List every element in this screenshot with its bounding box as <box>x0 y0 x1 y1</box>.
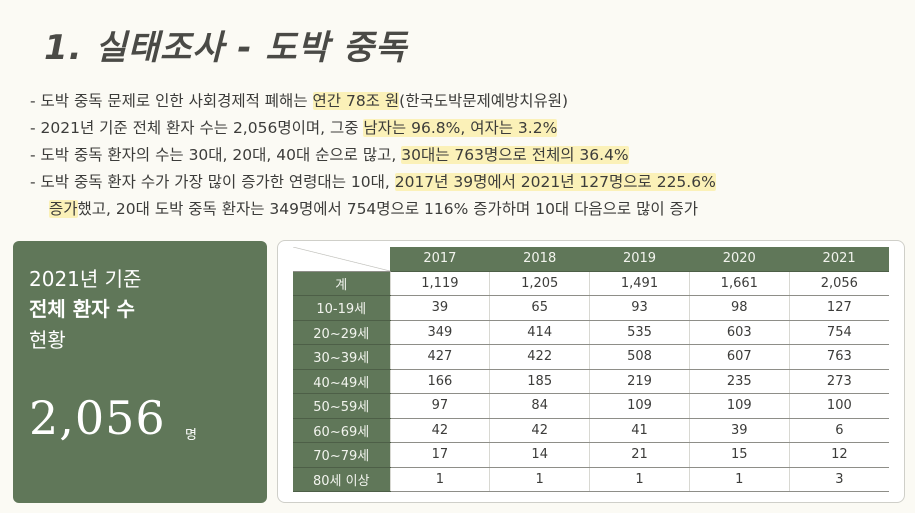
patients-table-panel: 2017 2018 2019 2020 2021 계 1,119 1,205 1,49… <box>277 240 905 503</box>
table-cell: 603 <box>688 320 790 345</box>
card-label-line3: 현황 <box>29 328 66 352</box>
table-cell: 2,056 <box>788 271 889 296</box>
table-cell: 39 <box>389 295 490 321</box>
year-header: 2021 <box>789 247 889 272</box>
table-cell: 109 <box>589 393 690 419</box>
table-cell: 127 <box>788 295 889 321</box>
table-cell: 427 <box>389 344 490 370</box>
table-cell: 42 <box>489 418 590 443</box>
table-row: 계 1,119 1,205 1,491 1,661 2,056 <box>293 271 889 296</box>
bullet-item: - 도박 중독 문제로 인한 사회경제적 폐해는 연간 78조 원(한국도박문제… <box>30 92 569 110</box>
age-group-label: 60~69세 <box>293 418 390 443</box>
bullet-item: - 2021년 기준 전체 환자 수는 2,056명이며, 그중 남자는 96.… <box>30 119 558 137</box>
age-group-label: 50~59세 <box>293 393 390 419</box>
table-cell: 42 <box>389 418 490 443</box>
bullet-continuation: 증가했고, 20대 도박 중독 환자는 349명에서 754명으로 116% 증… <box>49 200 699 218</box>
highlight-text: 30대는 763명으로 전체의 36.4% <box>401 146 629 164</box>
year-header: 2020 <box>689 247 790 272</box>
year-header: 2019 <box>589 247 690 272</box>
table-row: 20~29세 349 414 535 603 754 <box>293 320 889 345</box>
page-title: 1. 실태조사 - 도박 중독 <box>44 28 408 68</box>
age-group-label: 계 <box>293 271 390 296</box>
table-cell: 219 <box>589 369 690 394</box>
age-group-label: 30~39세 <box>293 344 390 370</box>
table-cell: 235 <box>688 369 790 394</box>
table-cell: 15 <box>688 442 790 468</box>
table-cell: 414 <box>489 320 590 345</box>
table-cell: 763 <box>788 344 889 370</box>
table-cell: 349 <box>389 320 490 345</box>
table-cell: 39 <box>688 418 790 443</box>
age-group-label: 80세 이상 <box>293 467 390 492</box>
table-cell: 93 <box>589 295 690 321</box>
table-cell: 65 <box>489 295 590 321</box>
table-cell: 1,119 <box>389 271 490 296</box>
table-cell: 3 <box>788 467 889 492</box>
table-cell: 97 <box>389 393 490 419</box>
table-cell: 1 <box>489 467 590 492</box>
highlight-text: 남자는 96.8%, 여자는 3.2% <box>363 119 558 137</box>
table-cell: 185 <box>489 369 590 394</box>
card-label-line1: 2021년 기준 <box>29 267 142 291</box>
year-header: 2018 <box>489 247 590 272</box>
table-cell: 17 <box>389 442 490 468</box>
table-cell: 508 <box>589 344 690 370</box>
age-group-label: 40~49세 <box>293 369 390 394</box>
age-group-label: 10-19세 <box>293 295 390 321</box>
table-cell: 14 <box>489 442 590 468</box>
table-row: 10-19세 39 65 93 98 127 <box>293 295 889 321</box>
table-cell: 1 <box>589 467 690 492</box>
table-cell: 100 <box>788 393 889 419</box>
highlight-text: 연간 78조 원 <box>312 92 400 110</box>
table-cell: 1,491 <box>589 271 690 296</box>
table-cell: 84 <box>489 393 590 419</box>
table-cell: 754 <box>788 320 889 345</box>
table-body: 계 1,119 1,205 1,491 1,661 2,056 10-19세 39 65 93 98… <box>293 271 889 492</box>
table-cell: 1 <box>688 467 790 492</box>
highlight-text: 2017년 39명에서 2021년 127명으로 225.6% <box>394 173 716 191</box>
card-unit: 명 <box>185 428 197 443</box>
table-cell: 98 <box>688 295 790 321</box>
age-group-label: 70~79세 <box>293 442 390 468</box>
table-cell: 12 <box>788 442 889 468</box>
table-row: 60~69세 42 42 41 39 6 <box>293 418 889 443</box>
table-cell: 1 <box>389 467 490 492</box>
bullet-item: - 도박 중독 환자의 수는 30대, 20대, 40대 순으로 많고, 30대… <box>30 146 629 164</box>
table-cell: 1,661 <box>688 271 790 296</box>
table-row: 50~59세 97 84 109 109 100 <box>293 393 889 419</box>
table-cell: 422 <box>489 344 590 370</box>
table-cell: 41 <box>589 418 690 443</box>
table-header-row: 2017 2018 2019 2020 2021 <box>293 247 889 272</box>
table-row: 80세 이상 1 1 1 1 3 <box>293 467 889 492</box>
table-cell: 21 <box>589 442 690 468</box>
bullet-item: - 도박 중독 환자 수가 가장 많이 증가한 연령대는 10대, 2017년 … <box>30 173 716 191</box>
table-corner-cell <box>293 247 390 272</box>
table-row: 30~39세 427 422 508 607 763 <box>293 344 889 370</box>
table-cell: 109 <box>688 393 790 419</box>
patients-by-age-table: 2017 2018 2019 2020 2021 계 1,119 1,205 1,49… <box>293 247 889 492</box>
card-value: 2,056 <box>29 391 166 445</box>
table-row: 40~49세 166 185 219 235 273 <box>293 369 889 394</box>
highlight-text: 증가 <box>49 200 78 218</box>
table-cell: 6 <box>788 418 889 443</box>
table-cell: 1,205 <box>489 271 590 296</box>
table-cell: 273 <box>788 369 889 394</box>
summary-list: - 도박 중독 문제로 인한 사회경제적 폐해는 연간 78조 원(한국도박문제… <box>30 88 900 223</box>
table-cell: 607 <box>688 344 790 370</box>
total-patients-card: 2021년 기준 전체 환자 수 현황 2,056 명 <box>13 241 267 503</box>
table-cell: 535 <box>589 320 690 345</box>
table-row: 70~79세 17 14 21 15 12 <box>293 442 889 468</box>
table-cell: 166 <box>389 369 490 394</box>
age-group-label: 20~29세 <box>293 320 390 345</box>
year-header: 2017 <box>390 247 490 272</box>
card-label-line2: 전체 환자 수 <box>29 297 135 321</box>
